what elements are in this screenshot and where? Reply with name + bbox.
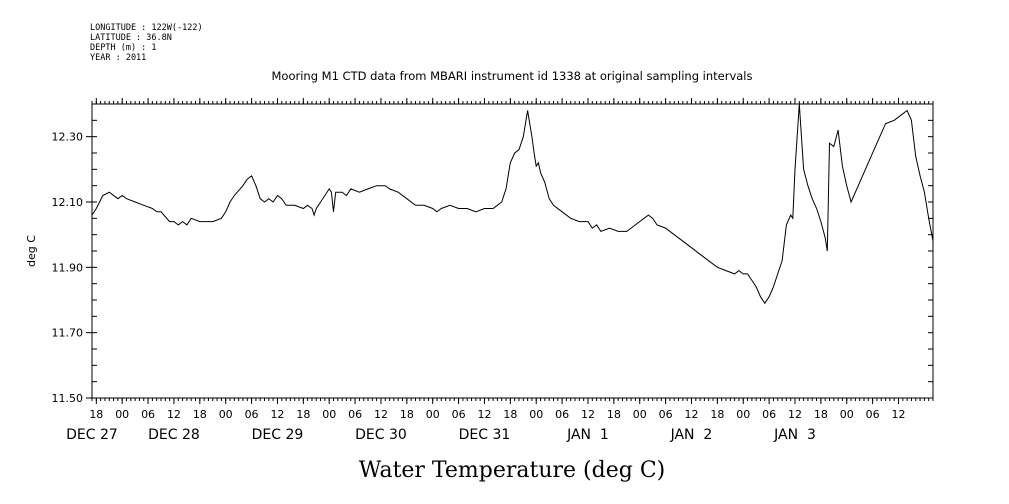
metadata-block: LONGITUDE : 122W(-122) LATITUDE : 36.8N … xyxy=(90,23,203,63)
x-hour-label: 18 xyxy=(814,408,828,421)
x-hour-label: 18 xyxy=(400,408,414,421)
x-day-label: DEC 27 xyxy=(66,427,118,443)
x-hour-label: 06 xyxy=(348,408,362,421)
x-hour-label: 12 xyxy=(374,408,388,421)
x-hour-label: 12 xyxy=(891,408,905,421)
x-hour-label: 12 xyxy=(270,408,284,421)
x-hour-label: 06 xyxy=(762,408,776,421)
y-tick-label: 12.30 xyxy=(52,131,84,144)
x-hour-label: 06 xyxy=(245,408,259,421)
x-hour-label: 18 xyxy=(503,408,517,421)
x-hour-label: 18 xyxy=(89,408,103,421)
x-hour-label: 00 xyxy=(115,408,129,421)
chart-title: Mooring M1 CTD data from MBARI instrumen… xyxy=(272,69,753,83)
x-hour-label: 00 xyxy=(529,408,543,421)
x-day-label: JAN 3 xyxy=(773,427,816,443)
x-day-label: DEC 30 xyxy=(355,427,407,443)
x-hour-label: 00 xyxy=(633,408,647,421)
meta-depth: DEPTH (m) : 1 xyxy=(90,43,157,53)
x-hour-label: 18 xyxy=(710,408,724,421)
water-temperature-line xyxy=(91,103,934,305)
x-hour-label: 18 xyxy=(607,408,621,421)
y-axis: 11.50 11.70 11.90 12.10 12.30 xyxy=(52,103,933,405)
x-hour-label: 12 xyxy=(684,408,698,421)
y-tick-label: 11.50 xyxy=(52,392,84,405)
x-day-label: JAN 1 xyxy=(566,427,609,443)
y-tick-label: 11.90 xyxy=(52,261,84,274)
x-day-label: DEC 29 xyxy=(252,427,304,443)
x-hour-label: 18 xyxy=(193,408,207,421)
x-hour-label: 12 xyxy=(167,408,181,421)
y-axis-label: deg C xyxy=(25,235,38,267)
x-hour-label: 00 xyxy=(219,408,233,421)
minor-ticks xyxy=(91,101,934,401)
meta-longitude: LONGITUDE : 122W(-122) xyxy=(90,23,203,33)
meta-year: YEAR : 2011 xyxy=(90,53,146,63)
x-hour-label: 06 xyxy=(866,408,880,421)
x-axis: 18 00 06 12 18 00 06 12 18 00 06 12 18 00 06 12 18 00 06 12… xyxy=(66,98,905,443)
x-axis-label: Water Temperature (deg C) xyxy=(359,458,666,483)
x-hour-label: 00 xyxy=(426,408,440,421)
y-tick-label: 11.70 xyxy=(52,327,84,340)
x-hour-label: 06 xyxy=(659,408,673,421)
x-hour-label: 18 xyxy=(296,408,310,421)
x-hour-label: 12 xyxy=(581,408,595,421)
x-hour-label: 06 xyxy=(141,408,155,421)
meta-latitude: LATITUDE : 36.8N xyxy=(90,33,172,43)
x-hour-label: 12 xyxy=(788,408,802,421)
x-day-label: JAN 2 xyxy=(670,427,713,443)
plot-frame xyxy=(91,103,934,399)
x-hour-label: 00 xyxy=(322,408,336,421)
x-hour-label: 00 xyxy=(736,408,750,421)
x-hour-label: 06 xyxy=(555,408,569,421)
x-day-label: DEC 28 xyxy=(148,427,200,443)
x-hour-label: 06 xyxy=(452,408,466,421)
x-hour-label: 12 xyxy=(477,408,491,421)
x-hour-label: 00 xyxy=(840,408,854,421)
y-tick-label: 12.10 xyxy=(52,196,84,209)
x-day-label: DEC 31 xyxy=(459,427,511,443)
